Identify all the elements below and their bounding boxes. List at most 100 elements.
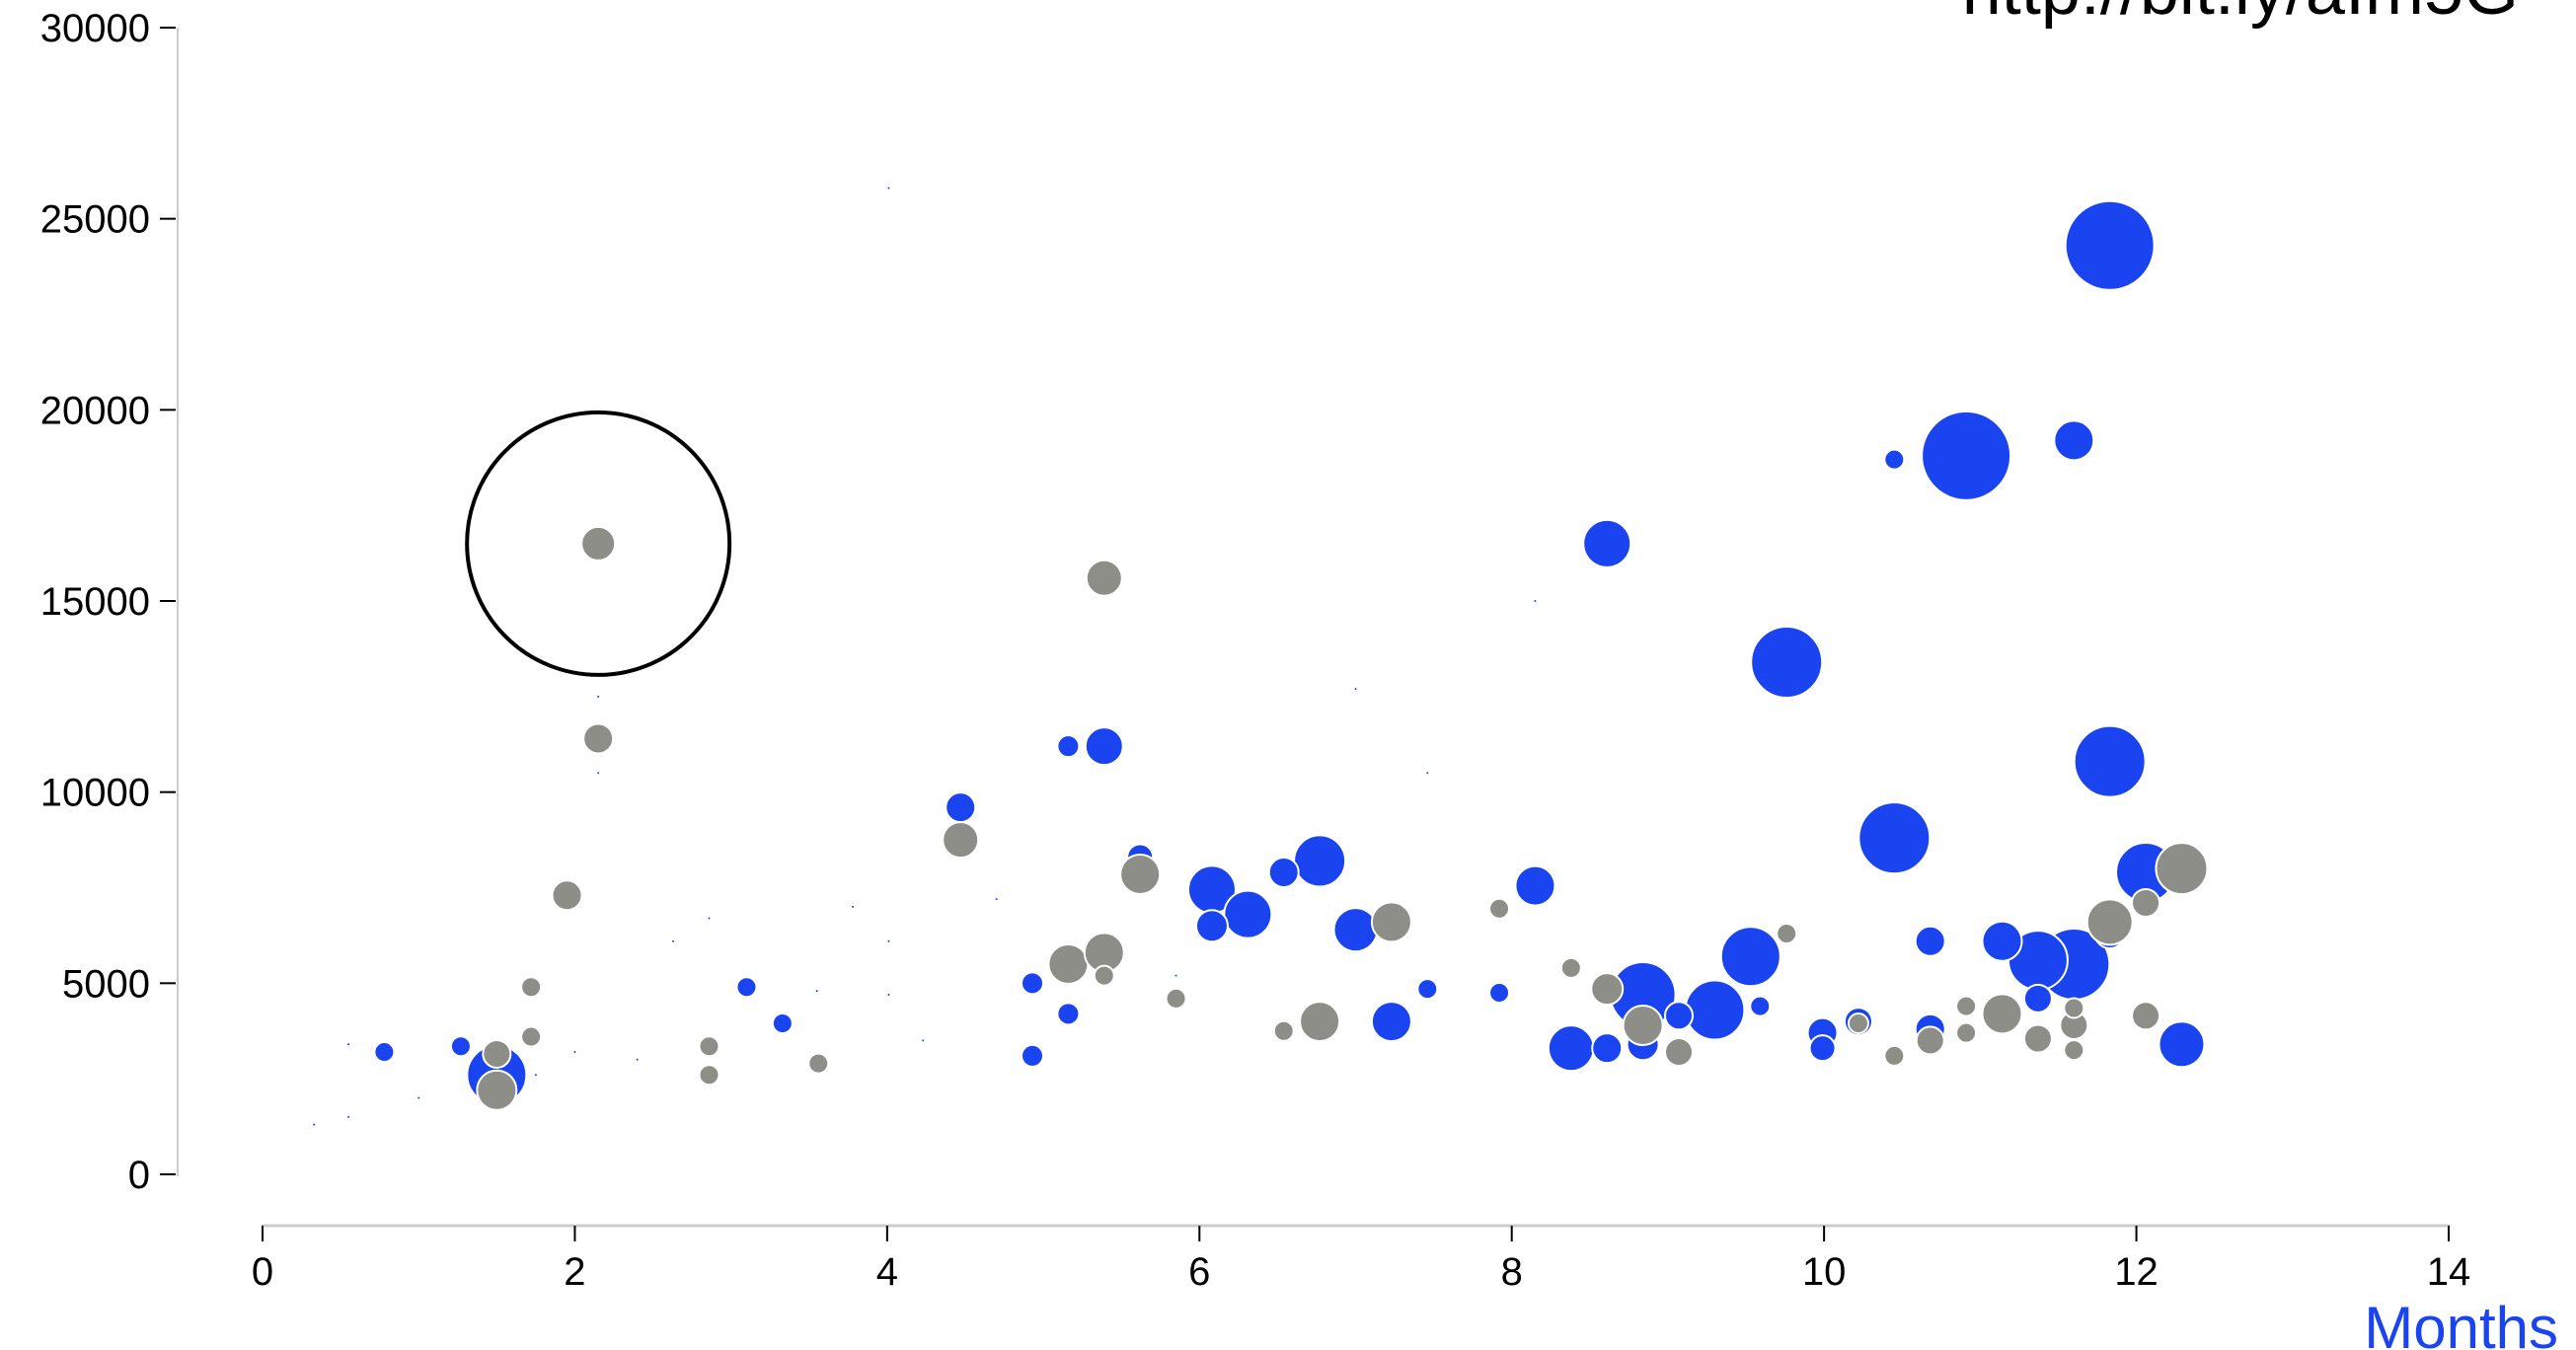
blue-bubble[interactable] <box>1056 734 1081 759</box>
gray-bubble[interactable] <box>1955 1021 1978 1044</box>
blue-bubble[interactable] <box>534 1074 537 1077</box>
blue-bubble[interactable] <box>1332 907 1379 953</box>
blue-bubble[interactable] <box>922 1039 925 1042</box>
gray-bubble[interactable] <box>520 976 543 999</box>
blue-bubble[interactable] <box>347 1043 350 1046</box>
gray-bubble[interactable] <box>1119 853 1162 895</box>
blue-bubble[interactable] <box>945 791 977 824</box>
gray-bubble[interactable] <box>1622 1004 1664 1046</box>
blue-bubble[interactable] <box>1582 518 1632 568</box>
blue-bubble[interactable] <box>417 1096 420 1099</box>
blue-bubble[interactable] <box>1591 1032 1624 1065</box>
blue-bubble[interactable] <box>1534 600 1537 602</box>
blue-bubble[interactable] <box>995 898 998 901</box>
gray-bubble[interactable] <box>1299 1001 1341 1043</box>
x-tick-label: 4 <box>876 1250 898 1294</box>
blue-bubble[interactable] <box>1056 1002 1081 1026</box>
gray-bubble[interactable] <box>551 879 583 912</box>
blue-bubble[interactable] <box>1488 982 1511 1005</box>
blue-bubble[interactable] <box>1684 979 1746 1041</box>
gray-bubble[interactable] <box>1370 901 1412 943</box>
gray-bubble[interactable] <box>1559 956 1582 979</box>
gray-bubble[interactable] <box>1488 897 1511 920</box>
blue-bubble[interactable] <box>347 1115 350 1118</box>
gray-bubble[interactable] <box>1847 1012 1869 1035</box>
blue-bubble[interactable] <box>1921 410 2012 501</box>
gray-bubble[interactable] <box>2131 887 2161 918</box>
gray-bubble[interactable] <box>582 722 615 755</box>
gray-bubble[interactable] <box>942 821 980 860</box>
blue-bubble[interactable] <box>2158 1020 2206 1069</box>
gray-bubble[interactable] <box>2085 898 2134 946</box>
x-axis: 0 2 4 6 8 10 12 14 <box>252 1224 2470 1294</box>
blue-bubble[interactable] <box>2053 419 2095 462</box>
blue-bubble[interactable] <box>1020 1043 1044 1068</box>
blue-bubble[interactable] <box>1514 864 1556 907</box>
blue-bubble[interactable] <box>1719 926 1781 988</box>
blue-bubble[interactable] <box>597 695 600 698</box>
blue-bubble[interactable] <box>735 976 758 999</box>
gray-bubble[interactable] <box>520 1025 543 1048</box>
gray-bubble[interactable] <box>482 1038 512 1069</box>
gray-bubble[interactable] <box>1047 942 1090 985</box>
blue-bubble[interactable] <box>636 1058 639 1061</box>
blue-bubble[interactable] <box>373 1041 396 1064</box>
blue-bubble[interactable] <box>1293 834 1347 888</box>
gray-bubble[interactable] <box>2063 1039 2085 1062</box>
blue-bubble[interactable] <box>1223 889 1273 939</box>
gray-bubble[interactable] <box>1776 922 1798 944</box>
gray-bubble[interactable] <box>2063 997 2085 1019</box>
blue-bubble[interactable] <box>1547 1024 1595 1073</box>
blue-bubble[interactable] <box>815 990 818 993</box>
blue-bubble[interactable] <box>597 772 600 775</box>
gray-bubble[interactable] <box>1664 1037 1695 1068</box>
blue-bubble[interactable] <box>1750 625 1824 699</box>
blue-bubble[interactable] <box>1020 971 1044 996</box>
gray-bubble[interactable] <box>1590 972 1625 1007</box>
blue-bubble[interactable] <box>1194 909 1229 943</box>
blue-bubble[interactable] <box>1981 920 2023 962</box>
gray-bubble[interactable] <box>476 1069 518 1111</box>
blue-bubble[interactable] <box>1084 726 1124 767</box>
blue-bubble[interactable] <box>313 1123 316 1126</box>
gray-bubble[interactable] <box>1883 1044 1906 1067</box>
blue-bubble[interactable] <box>852 905 855 908</box>
gray-bubble[interactable] <box>1915 1025 1945 1056</box>
blue-bubble[interactable] <box>1354 688 1357 691</box>
gray-bubble[interactable] <box>2131 1001 2161 1031</box>
gray-bubble[interactable] <box>1272 1019 1295 1042</box>
blue-bubble[interactable] <box>449 1035 472 1058</box>
blue-bubble[interactable] <box>1883 448 1906 471</box>
gray-bubble[interactable] <box>1981 993 2023 1035</box>
blue-bubble[interactable] <box>672 939 675 942</box>
blue-bubble[interactable] <box>1808 1034 1837 1063</box>
blue-bubble[interactable] <box>1664 1001 1695 1031</box>
blue-bubble[interactable] <box>771 1012 794 1035</box>
gray-bubble[interactable] <box>698 1035 720 1058</box>
blue-bubble[interactable] <box>1267 857 1300 889</box>
gray-bubble[interactable] <box>1093 964 1115 987</box>
gray-bubble[interactable] <box>2155 842 2209 896</box>
gray-bubble[interactable] <box>1085 559 1123 597</box>
blue-bubble[interactable] <box>1749 995 1772 1017</box>
blue-bubble[interactable] <box>708 917 711 920</box>
blue-bubble[interactable] <box>2064 199 2156 291</box>
blue-bubble[interactable] <box>1416 978 1439 1001</box>
blue-bubble[interactable] <box>1370 1001 1412 1043</box>
blue-bubble[interactable] <box>2022 983 2053 1013</box>
gray-bubble[interactable] <box>1955 995 1978 1017</box>
blue-bubble[interactable] <box>1857 801 1932 875</box>
gray-bubble[interactable] <box>698 1064 720 1087</box>
blue-bubble[interactable] <box>1174 974 1177 977</box>
blue-bubble[interactable] <box>887 993 890 996</box>
gray-bubble[interactable] <box>807 1052 830 1075</box>
blue-bubble[interactable] <box>2073 724 2147 798</box>
blue-bubble[interactable] <box>1426 772 1429 775</box>
blue-bubble[interactable] <box>887 939 890 942</box>
gray-bubble[interactable] <box>580 525 617 562</box>
gray-bubble[interactable] <box>1165 987 1187 1010</box>
gray-bubble[interactable] <box>2022 1023 2053 1054</box>
blue-bubble[interactable] <box>887 187 890 189</box>
blue-bubble[interactable] <box>573 1051 576 1054</box>
blue-bubble[interactable] <box>1914 925 1946 957</box>
